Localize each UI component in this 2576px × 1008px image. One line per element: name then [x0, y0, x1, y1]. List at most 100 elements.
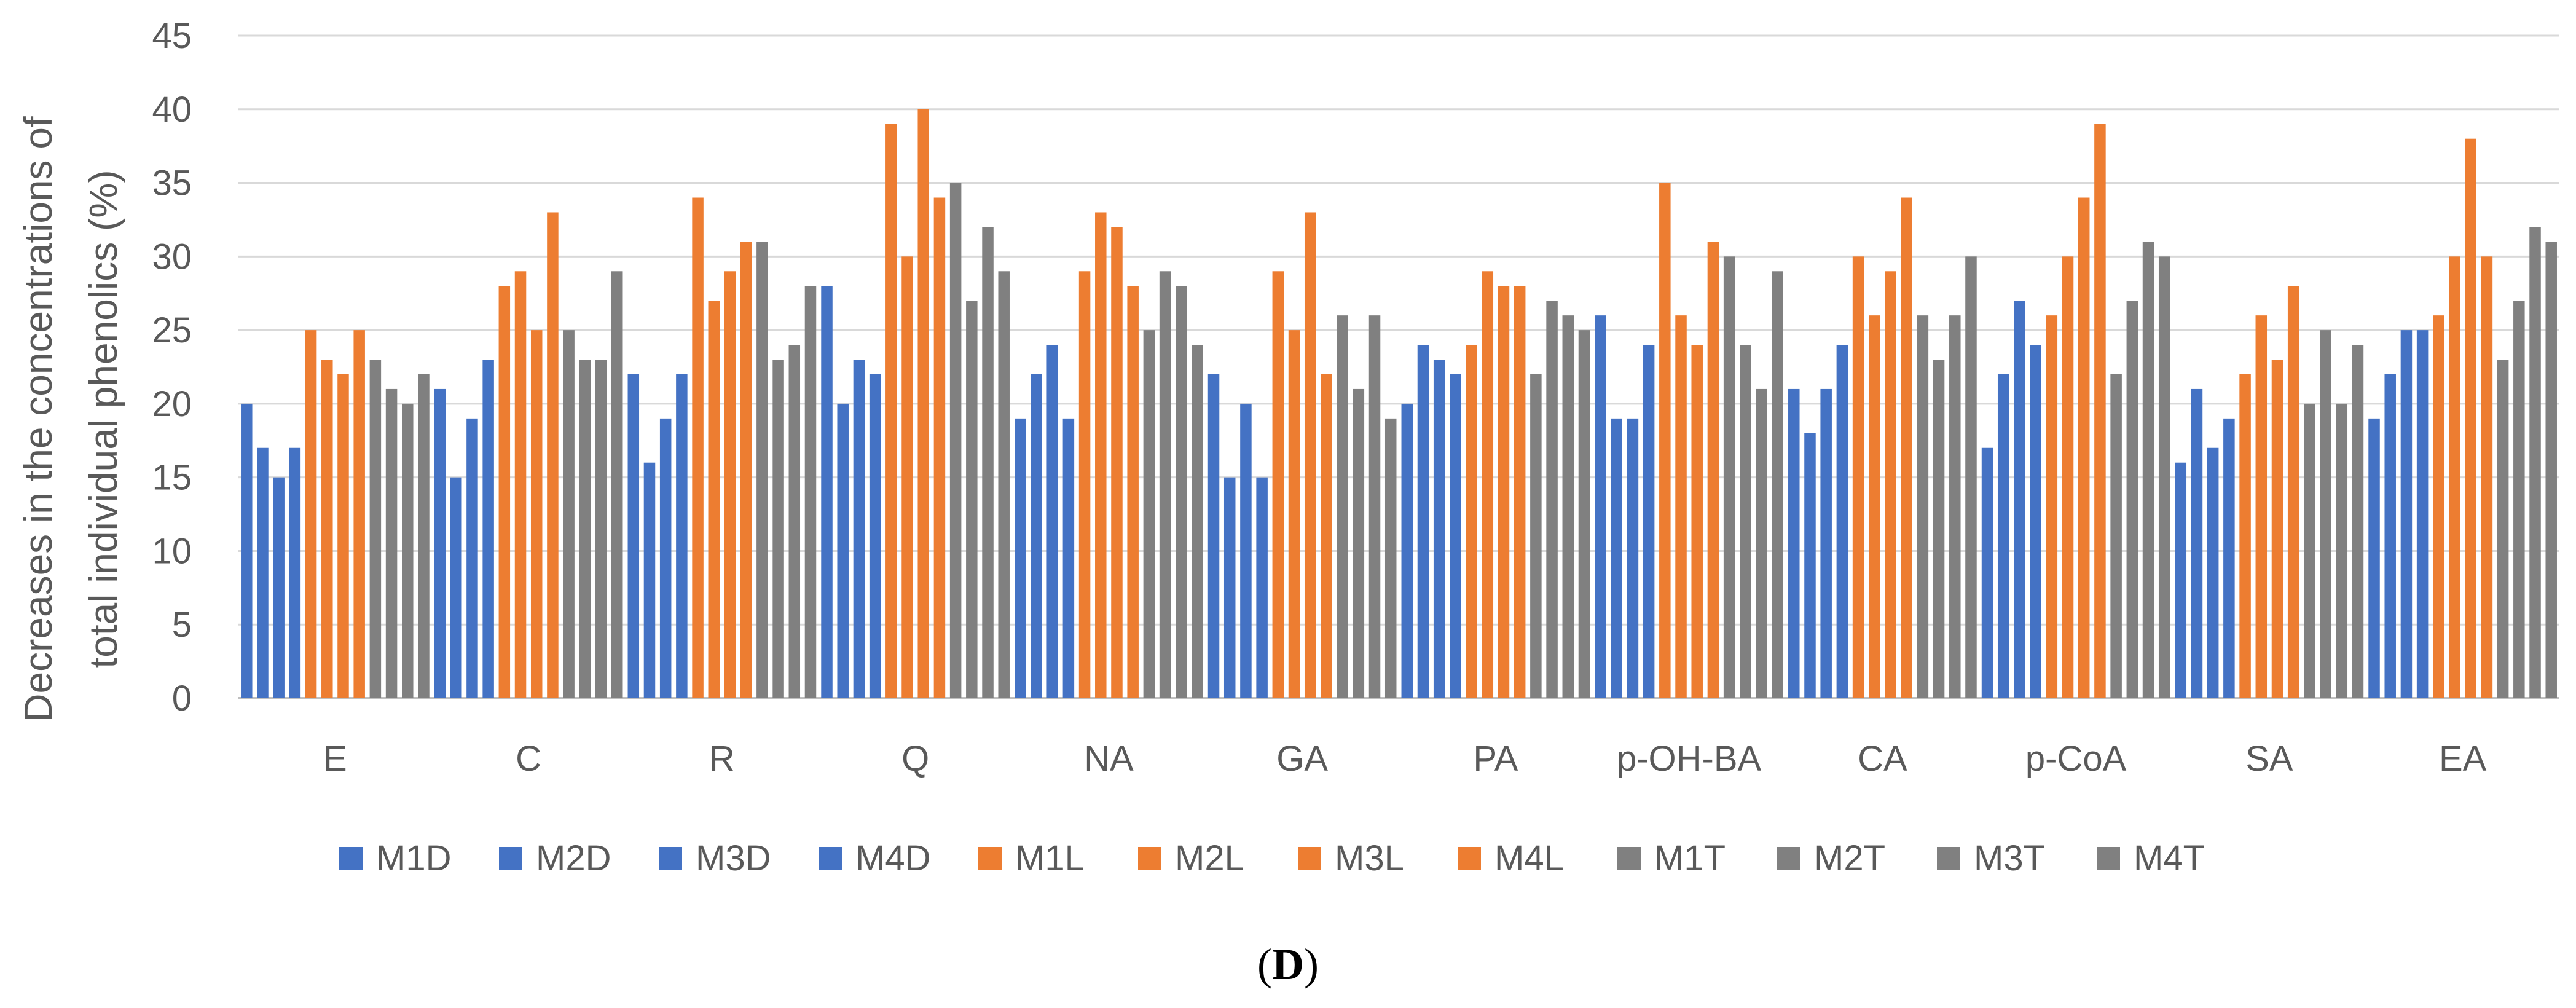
bar-M2D-CA: [1804, 433, 1816, 698]
y-tick-label: 25: [152, 310, 192, 350]
bar-M3T-p-OH-BA: [1756, 388, 1767, 698]
legend-label: M2L: [1175, 838, 1244, 878]
bar-M1L-C: [498, 286, 511, 698]
bar-M4T-CA: [1965, 256, 1977, 698]
bar-M2D-NA: [1031, 374, 1042, 698]
bar-M1T-SA: [2304, 403, 2315, 698]
bar-M4D-NA: [1062, 418, 1075, 698]
bar-M4D-Q: [869, 374, 881, 698]
bar-M1T-p-OH-BA: [1723, 256, 1735, 698]
y-tick-label: 0: [172, 679, 192, 719]
x-tick-label: Q: [901, 739, 929, 779]
bar-M3D-Q: [853, 360, 865, 698]
bar-M3D-E: [273, 477, 285, 698]
bar-M1L-GA: [1272, 271, 1284, 698]
bar-M4D-p-OH-BA: [1643, 345, 1655, 698]
x-tick-label: EA: [2439, 739, 2487, 779]
legend-swatch: [1138, 847, 1161, 870]
bar-M3T-p-CoA: [2142, 242, 2154, 698]
legend-label: M2D: [536, 838, 611, 878]
legend-label: M4L: [1494, 838, 1564, 878]
bar-M3L-E: [337, 374, 349, 698]
caption-close: ): [1304, 940, 1319, 989]
bar-M4L-PA: [1514, 286, 1526, 698]
bar-M3T-R: [788, 345, 801, 698]
legend: M1D M2D M3D M4D M1L M2L M3L M4L M1T M2T M3T M4T: [339, 838, 2205, 878]
bar-M3T-E: [402, 403, 414, 698]
legend-swatch: [2097, 847, 2120, 870]
bar-M1T-PA: [1530, 374, 1542, 698]
bar-M4D-SA: [2223, 418, 2235, 698]
x-tick-label: p-OH-BA: [1617, 739, 1762, 779]
bar-M4L-E: [353, 330, 365, 698]
bar-M4T-Q: [998, 271, 1010, 698]
bar-M4D-R: [676, 374, 688, 698]
y-tick-label: 30: [152, 237, 192, 277]
legend-label: M3L: [1335, 838, 1404, 878]
caption-label: D: [1272, 940, 1304, 989]
bar-M4L-p-CoA: [2094, 124, 2106, 698]
bar-M2L-NA: [1095, 212, 1107, 698]
bar-M2T-R: [772, 360, 784, 698]
bar-M2L-CA: [1869, 315, 1880, 698]
bar-M3T-EA: [2529, 227, 2541, 698]
x-tick-label: C: [516, 739, 541, 779]
legend-swatch: [978, 847, 1002, 870]
legend-swatch: [819, 847, 842, 870]
bar-M2T-p-CoA: [2126, 301, 2138, 698]
y-axis-label-line: Decreases in the concentrations of: [16, 116, 60, 722]
bar-M3L-C: [530, 330, 543, 698]
y-tick-label: 35: [152, 163, 192, 203]
bar-M2D-PA: [1417, 345, 1429, 698]
bar-M2T-NA: [1159, 271, 1171, 698]
bar-M3T-C: [595, 360, 607, 698]
bar-M4T-p-CoA: [2158, 256, 2170, 698]
bar-M2D-Q: [837, 403, 849, 698]
bar-M1D-E: [241, 403, 253, 698]
legend-swatch: [339, 847, 363, 870]
bar-M1D-Q: [821, 286, 833, 698]
legend-label: M4D: [855, 838, 930, 878]
bar-M4D-GA: [1256, 477, 1268, 698]
bar-M2T-PA: [1546, 301, 1558, 698]
bar-M3L-p-OH-BA: [1691, 345, 1703, 698]
bar-M3D-p-OH-BA: [1627, 418, 1639, 698]
bar-M2L-p-OH-BA: [1675, 315, 1687, 698]
bar-M4L-C: [547, 212, 559, 698]
bar-M1T-E: [369, 360, 382, 698]
legend-label: M1D: [376, 838, 451, 878]
bar-M3D-PA: [1433, 360, 1445, 698]
bar-M2D-EA: [2384, 374, 2396, 698]
bar-M2L-SA: [2255, 315, 2268, 698]
bar-M3L-CA: [1885, 271, 1896, 698]
bar-M1D-R: [627, 374, 640, 698]
bar-M1L-SA: [2239, 374, 2251, 698]
bar-M2D-GA: [1223, 477, 1236, 698]
legend-label: M1T: [1654, 838, 1726, 878]
bar-M3T-PA: [1562, 315, 1574, 698]
bar-M2T-p-OH-BA: [1740, 345, 1751, 698]
bar-M3T-GA: [1368, 315, 1381, 698]
x-axis-ticks: E C R Q NA GA PA p-OH-BA CA p-CoA SA EA: [323, 739, 2487, 779]
y-tick-label: 10: [152, 531, 192, 571]
y-axis-ticks: 0 5 10 15 20 25 30 35 40 45: [152, 16, 192, 719]
bar-M4L-NA: [1127, 286, 1139, 698]
bar-M3T-CA: [1949, 315, 1961, 698]
grid-lines: [238, 34, 2559, 699]
bar-M3L-p-CoA: [2078, 197, 2090, 698]
bar-M3L-GA: [1304, 212, 1316, 698]
bar-M1L-PA: [1466, 345, 1477, 698]
bar-M3D-GA: [1240, 403, 1252, 698]
legend-swatch: [499, 847, 522, 870]
bar-M1L-R: [692, 197, 704, 698]
bar-M1L-Q: [886, 124, 897, 698]
bar-M2L-C: [514, 271, 527, 698]
bar-M2L-p-CoA: [2062, 256, 2074, 698]
y-axis-label-line: total individual phenolics (%): [81, 170, 125, 668]
y-axis-label: Decreases in the concentrations of total …: [16, 116, 125, 722]
bar-M1D-NA: [1015, 418, 1026, 698]
bar-M2L-E: [321, 360, 333, 698]
bar-M3T-SA: [2336, 403, 2348, 698]
legend-label: M1L: [1015, 838, 1085, 878]
